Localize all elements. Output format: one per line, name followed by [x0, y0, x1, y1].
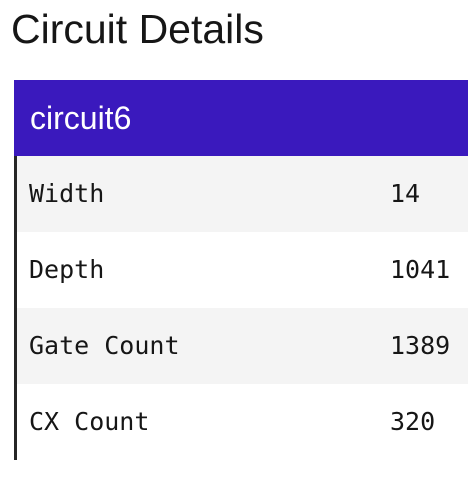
detail-value: 14	[390, 179, 421, 208]
detail-value: 320	[390, 407, 436, 436]
detail-label: Depth	[29, 255, 105, 284]
page-title: Circuit Details	[11, 6, 264, 52]
detail-label: CX Count	[29, 407, 150, 436]
detail-value: 1041	[390, 255, 451, 284]
detail-label: Width	[29, 179, 105, 208]
detail-label: Gate Count	[29, 331, 180, 360]
detail-value: 1389	[390, 331, 451, 360]
circuit-details-list: Width 14 Depth 1041 Gate Count 1389 CX C…	[14, 156, 468, 460]
detail-row-gate-count: Gate Count 1389	[17, 308, 468, 384]
detail-row-width: Width 14	[17, 156, 468, 232]
circuit-details-card: circuit6 Width 14 Depth 1041 Gate Count …	[14, 80, 468, 460]
detail-row-depth: Depth 1041	[17, 232, 468, 308]
detail-row-cx-count: CX Count 320	[17, 384, 468, 460]
circuit-name-header: circuit6	[14, 80, 468, 156]
